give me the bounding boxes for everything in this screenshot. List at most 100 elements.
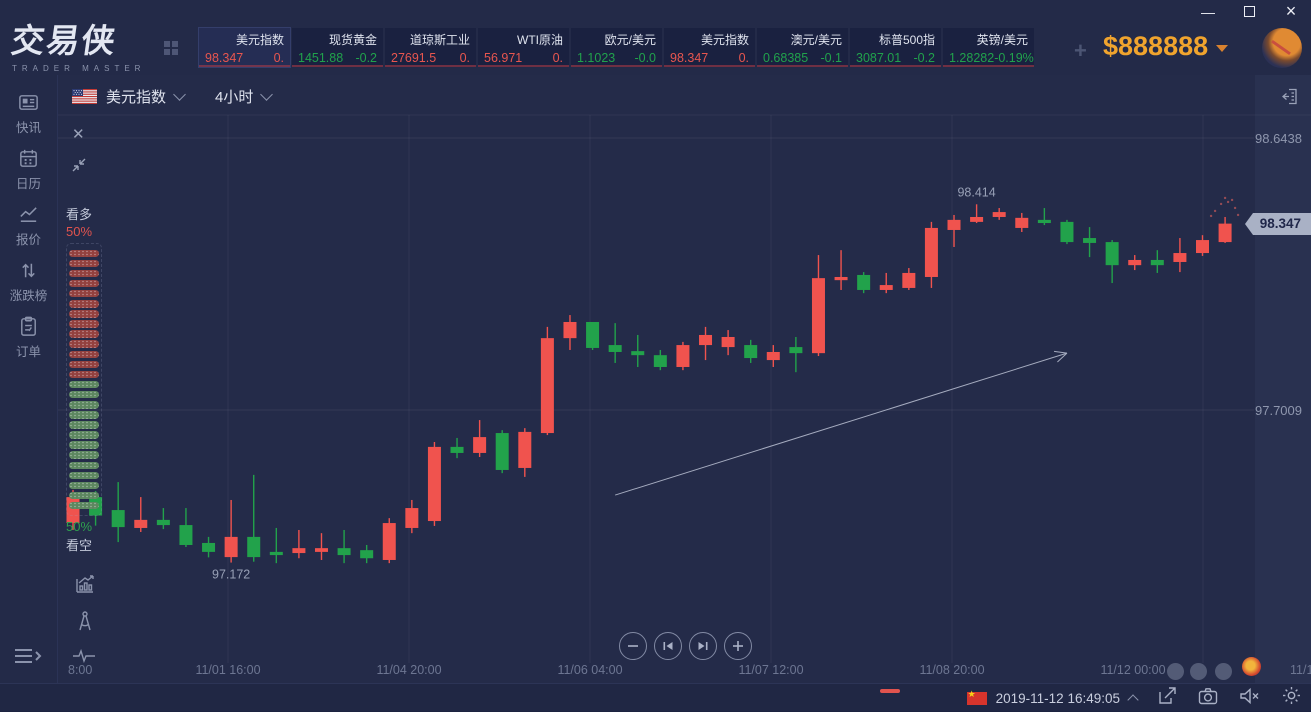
price-axis-panel [1255, 75, 1311, 683]
bear-pill [69, 481, 99, 490]
ticker-price: 98.347 [670, 51, 709, 65]
bear-label: 看空 [66, 538, 93, 554]
sidebar: 快讯日历报价涨跌榜订单 [0, 75, 58, 683]
ticker-price: 3087.01 [856, 51, 902, 65]
time-axis-label: 8:00 [68, 663, 93, 677]
minimize-button[interactable]: — [1201, 4, 1215, 20]
quotes-icon [0, 203, 57, 226]
sidebar-item-报价[interactable]: 报价 [0, 203, 57, 248]
ticker-tab[interactable]: 澳元/美元 0.68385 -0.1 [757, 28, 848, 67]
sidebar-item-label: 订单 [15, 345, 41, 359]
bear-pill [69, 451, 99, 459]
ticker-change: -0.0 [634, 51, 656, 65]
bear-percent: 50% [66, 519, 93, 535]
bull-pill [69, 249, 99, 258]
skip-to-start-button[interactable] [654, 632, 682, 660]
bull-pill [69, 340, 99, 348]
symbol-selector[interactable]: 美元指数 [106, 89, 167, 106]
ticker-price: 1451.88 [298, 51, 344, 65]
chevron-down-icon[interactable] [260, 88, 274, 101]
drawing-compass-icon[interactable] [76, 610, 94, 637]
skip-to-end-button[interactable] [689, 632, 717, 660]
bull-pill [69, 350, 99, 359]
ticker-price: 98.347 [205, 51, 244, 65]
camera-icon[interactable] [1198, 687, 1218, 710]
time-axis: 8:00 11/01 16:00 11/04 20:00 11/06 04:00 11/… [58, 663, 1311, 683]
ticker-change: 0. [273, 51, 284, 65]
server-datetime[interactable]: 2019-11-12 16:49:05 [995, 690, 1120, 706]
bull-label: 看多 [66, 207, 93, 222]
bull-pill [69, 300, 99, 308]
time-axis-label: 11/04 20:00 [376, 663, 442, 677]
ticker-tab[interactable]: WTI原油 56.971 0. [478, 28, 569, 67]
ticker-tab[interactable]: 美元指数 98.347 0. [198, 27, 291, 68]
sidebar-item-快讯[interactable]: 快讯 [0, 91, 57, 136]
current-price-tag: 98.347 [1244, 213, 1311, 235]
order-icon [0, 315, 57, 338]
bear-pill [69, 501, 99, 510]
live-candle-sparkle [1209, 196, 1240, 218]
sidebar-item-日历[interactable]: 日历 [0, 147, 57, 192]
activity-icon[interactable] [1242, 657, 1261, 676]
ticker-name: 欧元/美元 [604, 33, 656, 47]
time-axis-label: 11/01 16:00 [195, 663, 261, 677]
sidebar-item-订单[interactable]: 订单 [0, 315, 57, 360]
bull-pill [69, 279, 99, 288]
bull-pill [69, 320, 99, 328]
share-window-icon[interactable] [1158, 686, 1177, 710]
ticker-tab[interactable]: 标普500指 3087.01 -0.2 [850, 28, 941, 67]
candlestick-chart[interactable]: 98.414 97.172 [58, 75, 1311, 683]
gear-icon[interactable] [1282, 686, 1301, 710]
chevron-down-icon [1216, 45, 1229, 52]
sidebar-expand-icon[interactable] [12, 646, 42, 671]
ticker-tab[interactable]: 美元指数 98.347 0. [664, 28, 755, 67]
wave-line-icon[interactable] [72, 648, 96, 669]
ticker-name: 英镑/美元 [976, 33, 1028, 47]
avatar[interactable] [1262, 28, 1302, 68]
close-chart-icon[interactable]: ✕ [72, 126, 85, 143]
ticker-name: 澳元/美元 [790, 33, 842, 47]
account-balance[interactable]: $888888 [1103, 31, 1229, 62]
zoom-in-button[interactable] [724, 632, 752, 660]
zoom-out-button[interactable] [619, 632, 647, 660]
ticker-tab[interactable]: 欧元/美元 1.1023 -0.0 [571, 28, 662, 67]
sidebar-item-label: 涨跌榜 [9, 289, 48, 303]
ticker-change: -0.1 [820, 51, 842, 65]
time-axis-label: 11/1 [1290, 663, 1311, 677]
indicator-icon[interactable] [75, 574, 95, 599]
ticker-tab[interactable]: 英镑/美元 1.28282 -0.19% [943, 28, 1034, 67]
time-marker [880, 689, 900, 693]
bear-pill [69, 441, 99, 449]
ticker-tab[interactable]: 道琼斯工业 27691.5 0. [385, 28, 476, 67]
ticker-price: 56.971 [484, 51, 523, 65]
chevron-up-icon[interactable] [1127, 693, 1139, 706]
gridlines [58, 114, 1311, 663]
price-annotations: 98.414 97.172 [212, 185, 996, 581]
ticker-price: 27691.5 [391, 51, 437, 65]
ticker-price: 0.68385 [763, 51, 809, 65]
trendline-drawing [615, 350, 1068, 496]
timeframe-selector[interactable]: 4小时 [215, 89, 254, 106]
ticker-change: -0.2 [913, 51, 935, 65]
close-button[interactable]: × [1285, 1, 1297, 21]
bull-pill [69, 289, 99, 298]
maximize-button[interactable] [1244, 6, 1255, 17]
mute-icon[interactable] [1239, 687, 1261, 710]
collapse-panel-icon[interactable] [1282, 88, 1301, 110]
balance-amount: $888888 [1103, 31, 1209, 61]
collapse-arrows-icon[interactable] [71, 157, 87, 178]
bear-pill [69, 411, 99, 419]
add-ticker-icon[interactable]: + [1074, 38, 1087, 63]
sidebar-item-label: 快讯 [15, 121, 41, 135]
ticker-tab[interactable]: 现货黄金 1451.88 -0.2 [292, 28, 383, 67]
sidebar-item-涨跌榜[interactable]: 涨跌榜 [0, 259, 57, 304]
svg-text:98.414: 98.414 [957, 185, 995, 199]
calendar-icon [0, 147, 57, 170]
bull-percent: 50% [66, 224, 93, 239]
ticker-name: WTI原油 [517, 33, 563, 47]
window-controls: — × [1200, 1, 1299, 21]
chevron-down-icon[interactable] [173, 88, 186, 101]
bear-pill [69, 401, 99, 409]
bull-pill [69, 259, 99, 268]
apps-grid-icon[interactable] [164, 41, 179, 56]
